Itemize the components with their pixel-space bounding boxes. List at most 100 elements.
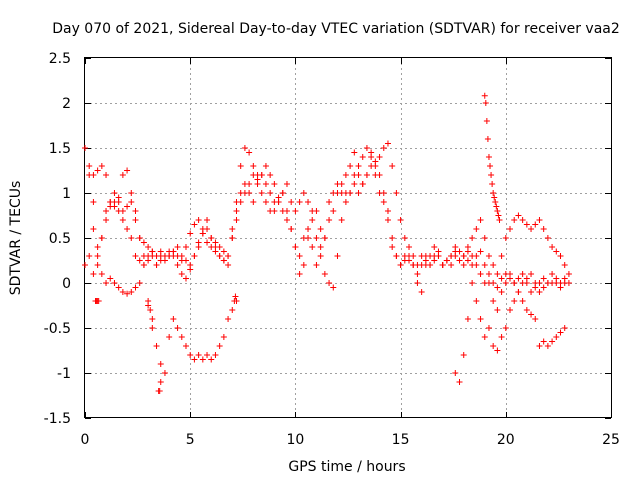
- data-point: [507, 307, 514, 313]
- y-tick-label: -1.5: [44, 411, 71, 427]
- data-point: [174, 325, 181, 331]
- data-point: [182, 244, 189, 250]
- data-point: [389, 244, 396, 250]
- data-point: [136, 257, 143, 264]
- x-tick-label: 20: [497, 432, 515, 448]
- data-point: [279, 190, 286, 196]
- data-point: [389, 235, 396, 241]
- data-point: [363, 172, 370, 178]
- data-point: [507, 226, 514, 232]
- data-point: [86, 163, 93, 169]
- data-point: [296, 199, 303, 205]
- data-point: [254, 181, 261, 187]
- data-point: [488, 172, 495, 178]
- data-point: [233, 199, 240, 205]
- data-point: [519, 217, 526, 223]
- data-point: [267, 172, 274, 178]
- data-point: [481, 235, 488, 241]
- data-point: [523, 307, 530, 313]
- data-point: [161, 370, 168, 376]
- data-point: [233, 217, 240, 223]
- data-point: [481, 334, 488, 340]
- data-point: [464, 316, 471, 322]
- data-point: [204, 352, 211, 358]
- data-point: [103, 217, 110, 223]
- data-point: [414, 280, 421, 286]
- data-point: [368, 154, 375, 160]
- data-points: [82, 92, 572, 394]
- data-point: [511, 280, 518, 286]
- data-point: [191, 356, 198, 363]
- data-point: [406, 244, 413, 250]
- data-point: [229, 226, 236, 232]
- data-point: [384, 217, 391, 223]
- data-point: [460, 262, 467, 268]
- data-point: [305, 199, 312, 205]
- data-point: [313, 235, 320, 241]
- data-point: [557, 329, 564, 336]
- data-point: [393, 253, 400, 259]
- data-point: [288, 226, 295, 232]
- data-point: [490, 190, 497, 196]
- data-point: [528, 226, 535, 232]
- data-point: [128, 190, 135, 196]
- data-point: [166, 334, 173, 340]
- data-point: [376, 154, 383, 160]
- data-point: [469, 280, 476, 286]
- data-point: [406, 253, 413, 259]
- axis-ticks: 0 5 10 15 20 25 -1.5 -1 -0.5 0 0.5 1 1.5 2 2.5: [44, 51, 620, 448]
- data-point: [262, 199, 269, 205]
- data-point: [502, 235, 509, 241]
- data-point: [528, 271, 535, 277]
- data-point: [536, 217, 543, 223]
- data-point: [330, 284, 337, 291]
- data-point: [540, 275, 547, 282]
- data-point: [334, 253, 341, 259]
- data-point: [103, 172, 110, 178]
- data-point: [418, 289, 425, 295]
- data-point: [532, 280, 539, 286]
- data-point: [147, 307, 154, 313]
- data-point: [156, 388, 163, 394]
- chart-title: Day 070 of 2021, Sidereal Day-to-day VTE…: [52, 21, 620, 37]
- data-point: [494, 284, 501, 291]
- data-point: [397, 262, 404, 268]
- data-point: [376, 190, 383, 196]
- data-point: [309, 244, 316, 250]
- data-point: [90, 199, 97, 205]
- data-point: [481, 262, 488, 268]
- data-point: [490, 262, 497, 268]
- data-point: [82, 145, 88, 151]
- data-point: [487, 163, 494, 169]
- y-tick-label: 2: [62, 96, 71, 112]
- data-point: [553, 280, 560, 286]
- data-point: [128, 289, 135, 295]
- data-point: [305, 235, 312, 241]
- data-point: [460, 253, 467, 259]
- data-point: [98, 163, 105, 169]
- data-point: [502, 280, 509, 286]
- series-track-d: [82, 145, 572, 295]
- y-tick-label: 1.5: [49, 141, 71, 157]
- data-point: [528, 311, 535, 318]
- data-point: [136, 235, 143, 241]
- data-point: [321, 271, 328, 277]
- data-point: [275, 194, 282, 201]
- data-point: [502, 325, 509, 331]
- grid: [85, 58, 611, 418]
- data-point: [128, 199, 135, 205]
- data-point: [317, 244, 324, 250]
- data-point: [544, 280, 551, 286]
- data-point: [187, 352, 194, 358]
- data-point: [262, 163, 269, 169]
- data-point: [523, 275, 530, 282]
- data-point: [208, 244, 215, 250]
- data-point: [483, 118, 490, 124]
- data-point: [355, 172, 362, 178]
- data-point: [515, 289, 522, 295]
- x-tick-label: 10: [286, 432, 304, 448]
- data-point: [132, 284, 139, 291]
- data-point: [103, 208, 110, 214]
- data-point: [326, 217, 333, 223]
